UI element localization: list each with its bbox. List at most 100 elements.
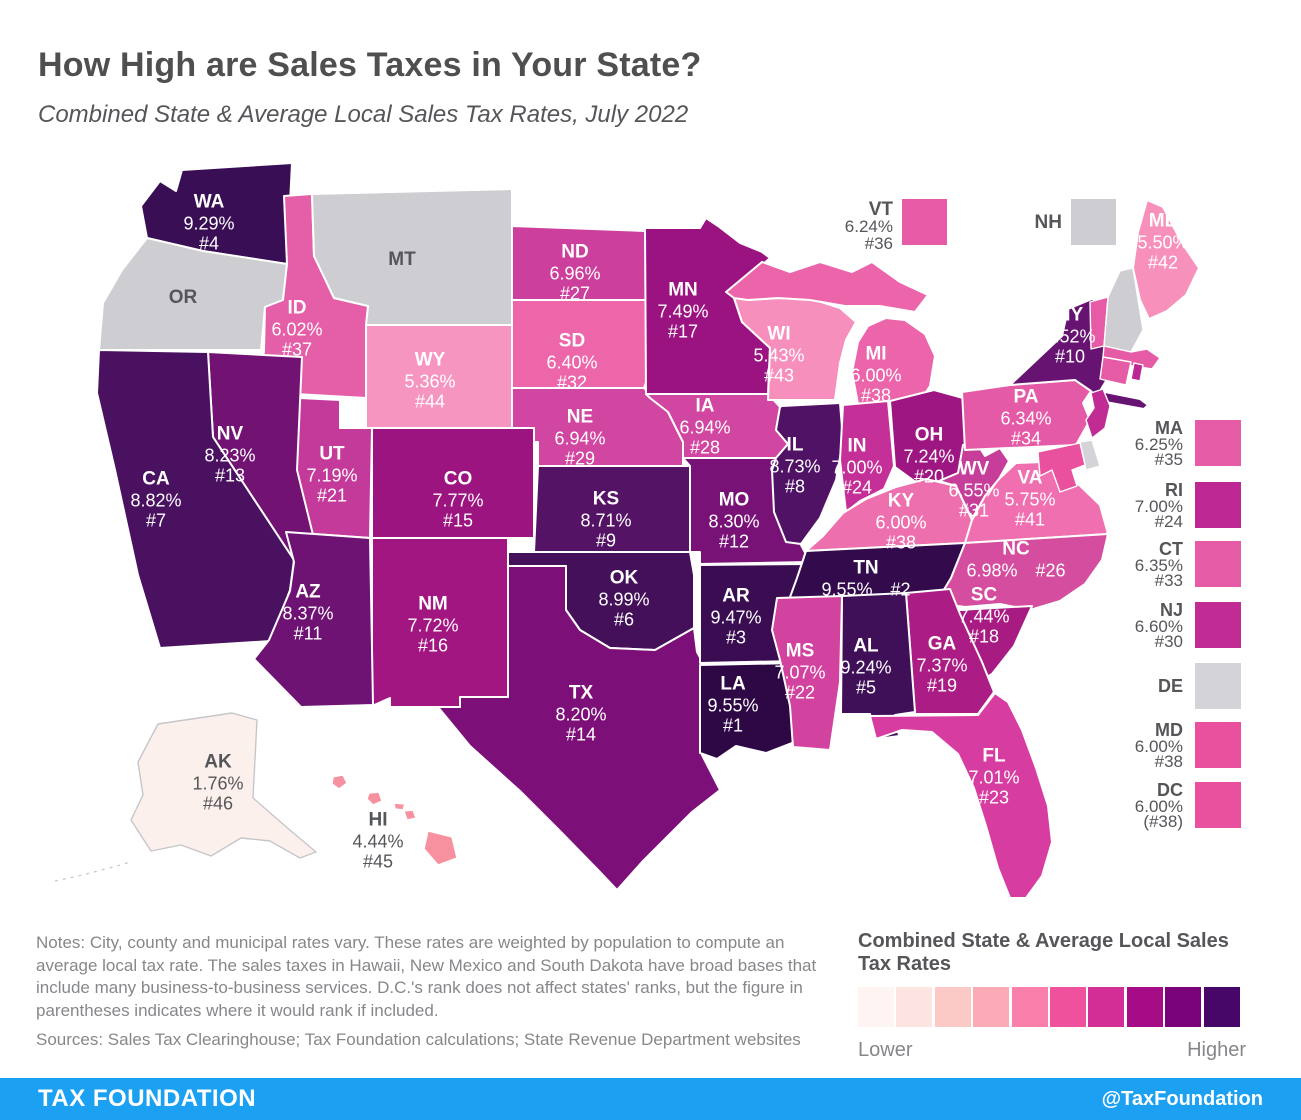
legend-higher-label: Higher xyxy=(1187,1039,1246,1061)
vermont-callout: VT 6.24% #36 xyxy=(815,199,947,252)
new-hampshire-callout: NH xyxy=(984,199,1116,245)
state-shape-mt xyxy=(311,188,513,326)
legend-swatch-10 xyxy=(1203,987,1240,1027)
state-label-sd: SD 6.40% #32 xyxy=(546,330,598,393)
state-label-ak: AK 1.76% #46 xyxy=(192,751,244,814)
state-rate: 6.00% xyxy=(1134,796,1183,816)
state-label-ar: AR 9.47% #3 xyxy=(710,585,762,648)
legend-swatch-3 xyxy=(934,987,971,1027)
state-shape-co xyxy=(371,427,535,539)
state-shape-ms xyxy=(771,595,843,751)
state-shape-az xyxy=(253,531,374,708)
state-label-oh: OH 7.24% #20 xyxy=(903,424,955,487)
state-label-ga: GA 7.37% #19 xyxy=(916,633,968,696)
side-list-row-dc: DC 6.00% (#38) xyxy=(1085,780,1242,830)
state-shape-hi-kauai xyxy=(331,774,348,790)
state-label-nm: NM 7.72% #16 xyxy=(407,593,459,656)
state-rank: #24 xyxy=(1154,512,1183,531)
notes-block: Notes: City, county and municipal rates … xyxy=(36,932,824,1052)
state-label-al: AL 9.24% #5 xyxy=(840,635,892,698)
legend-swatch-5 xyxy=(1011,987,1048,1027)
rhode-island-color-swatch xyxy=(1195,482,1241,528)
state-label-or: OR xyxy=(168,286,198,308)
state-label-ca: CA 8.82% #7 xyxy=(130,468,182,531)
state-label-mo: MO 8.30% #12 xyxy=(708,489,760,552)
legend-swatch-6 xyxy=(1049,987,1086,1027)
state-label-tn: TN 9.55% #2 xyxy=(821,557,911,599)
state-label-ny: NY 8.52% #10 xyxy=(1044,304,1096,367)
notes-text: Notes: City, county and municipal rates … xyxy=(36,933,817,1020)
state-shape-nj xyxy=(1085,388,1111,439)
new-jersey-color-swatch xyxy=(1195,602,1241,648)
state-shape-wv xyxy=(938,441,1010,520)
state-rate: 6.25% xyxy=(1134,434,1183,454)
page-subtitle: Combined State & Average Local Sales Tax… xyxy=(38,101,689,128)
state-shape-nm xyxy=(371,537,509,708)
alaska-aleutians-decoration xyxy=(54,861,131,882)
state-rank: #33 xyxy=(1154,571,1183,590)
state-rate: 6.35% xyxy=(1134,555,1183,575)
state-label-ia: IA 6.94% #28 xyxy=(679,395,731,458)
state-label-tx: TX 8.20% #14 xyxy=(555,682,607,745)
state-label-mt: MT xyxy=(388,248,416,270)
state-shape-hi-molokai xyxy=(393,802,406,811)
state-rank: #30 xyxy=(1154,632,1183,651)
state-shape-mi-lower xyxy=(851,317,936,405)
delaware-color-swatch xyxy=(1195,663,1241,709)
state-shape-ak xyxy=(130,712,317,859)
state-rate: 6.24% xyxy=(844,217,893,236)
state-label-in: IN 7.00% #24 xyxy=(831,435,883,498)
state-label-pa: PA 6.34% #34 xyxy=(1000,386,1052,449)
state-abbr: MA xyxy=(1155,418,1183,438)
legend-swatch-7 xyxy=(1088,987,1125,1027)
state-label-la: LA 9.55% #1 xyxy=(707,673,759,736)
side-list-row-ri: RI 7.00% #24 xyxy=(1085,480,1242,531)
side-list-row-ma: MA 6.25% #35 xyxy=(1085,418,1242,469)
dc-color-swatch xyxy=(1195,782,1241,828)
side-list-row-nj: NJ 6.60% #30 xyxy=(1085,600,1242,651)
state-abbr: DE xyxy=(1157,675,1183,696)
connecticut-color-swatch xyxy=(1195,541,1241,587)
header: How High are Sales Taxes in Your State? … xyxy=(38,46,701,129)
color-scale-legend: Combined State & Average Local Sales Tax… xyxy=(858,930,1246,1062)
legend-swatch-4 xyxy=(973,987,1010,1027)
new-hampshire-callout-text: NH xyxy=(984,213,1062,232)
maryland-color-swatch xyxy=(1195,722,1241,768)
state-shape-ri xyxy=(1130,362,1144,382)
state-label-ks: KS 8.71% #9 xyxy=(580,488,632,551)
state-shape-hi-maui xyxy=(403,809,417,821)
state-shape-md xyxy=(1037,442,1086,493)
state-shape-fl xyxy=(869,692,1053,899)
state-shape-hi-bigisland xyxy=(423,830,458,866)
state-label-fl: FL 7.01% #23 xyxy=(968,745,1020,808)
legend-swatch-2 xyxy=(896,987,933,1027)
state-rank: #35 xyxy=(1154,450,1183,469)
state-label-co: CO 7.77% #15 xyxy=(432,468,484,531)
state-abbr: DC xyxy=(1157,780,1183,800)
new-hampshire-color-swatch xyxy=(1071,199,1116,245)
state-abbr: RI xyxy=(1165,480,1183,500)
state-abbr: VT xyxy=(868,199,893,220)
state-shape-ga xyxy=(905,588,995,715)
state-label-az: AZ 8.37% #11 xyxy=(282,581,334,644)
state-label-il: IL 8.73% #8 xyxy=(769,434,821,497)
legend-lower-label: Lower xyxy=(858,1039,913,1061)
state-label-wy: WY 5.36% #44 xyxy=(404,349,456,412)
side-list-row-ct: CT 6.35% #33 xyxy=(1085,540,1242,590)
side-list-row-md: MD 6.00% #38 xyxy=(1085,721,1242,770)
state-label-nc: NC 6.98% #26 xyxy=(966,538,1066,580)
vermont-callout-text: VT 6.24% #36 xyxy=(815,199,893,252)
state-label-mn: MN 7.49% #17 xyxy=(657,279,709,342)
state-abbr: NJ xyxy=(1159,600,1183,620)
state-label-sc: SC 7.44% #18 xyxy=(958,584,1010,647)
state-shape-al xyxy=(840,592,916,740)
state-rate: 6.60% xyxy=(1134,616,1183,636)
state-label-wv: WV 6.55% #31 xyxy=(948,458,1000,521)
sources-text: Sources: Sales Tax Clearinghouse; Tax Fo… xyxy=(36,1030,801,1049)
footer-bar: TAX FOUNDATION @TaxFoundation xyxy=(0,1078,1301,1120)
vermont-color-swatch xyxy=(902,199,947,245)
state-label-nv: NV 8.23% #13 xyxy=(204,423,256,486)
state-shape-me xyxy=(1132,199,1200,320)
